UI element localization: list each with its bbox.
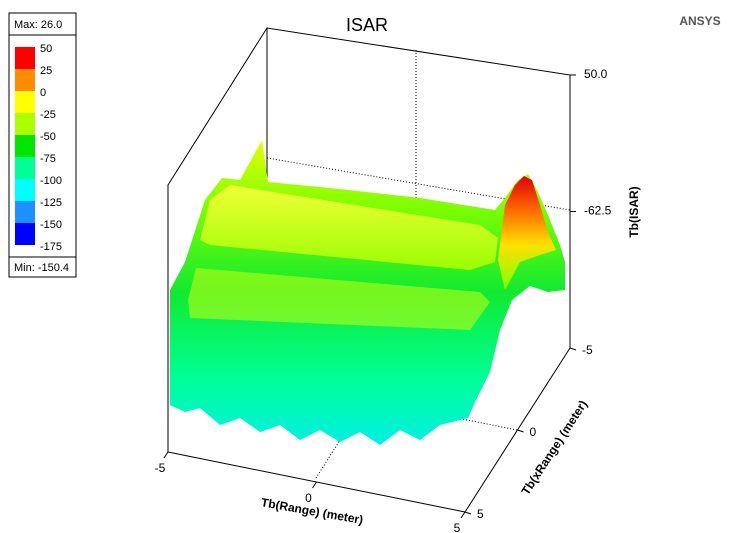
legend-label: -100	[40, 175, 62, 187]
legend-max: Max: 26.0	[14, 19, 62, 31]
surface-peak	[498, 176, 556, 290]
legend-label: -175	[40, 241, 62, 253]
legend-swatch	[15, 91, 35, 113]
grid-line	[266, 379, 518, 431]
surface-ridge	[188, 268, 490, 330]
y-tick	[569, 347, 577, 351]
x-tick	[312, 481, 317, 489]
y-tick-label: 5	[477, 507, 484, 521]
x-tick-label: 0	[305, 491, 312, 505]
chart-title: ISAR	[346, 15, 388, 35]
legend-swatch	[15, 223, 35, 245]
legend-label: 50	[40, 43, 52, 55]
legend-label: -125	[40, 197, 62, 209]
y-tick-label: -5	[582, 343, 593, 357]
legend-swatch	[15, 69, 35, 91]
z-tick-label: 50.0	[584, 67, 608, 81]
surface	[170, 140, 565, 445]
legend-swatch	[15, 179, 35, 201]
legend-swatch	[15, 135, 35, 157]
legend-swatch	[15, 201, 35, 223]
x-tick-label: -5	[155, 461, 166, 475]
legend-label: -75	[40, 153, 56, 165]
x-tick	[163, 451, 169, 459]
legend-label: -50	[40, 131, 56, 143]
y-tick-label: 0	[530, 425, 537, 439]
legend-label: -150	[40, 219, 62, 231]
brand: ANSYS	[679, 14, 720, 28]
x-axis-label: Tb(Range) (meter)	[260, 495, 364, 527]
z-axis-label: Tb(ISAR)	[627, 186, 641, 237]
grid-line	[266, 157, 571, 211]
y-tick	[517, 429, 524, 433]
legend-label: -25	[40, 109, 56, 121]
surface-ridge	[200, 185, 498, 270]
x-tick-label: 5	[454, 521, 461, 533]
legend-min: Min: -150.4	[14, 262, 69, 274]
legend-label: 0	[40, 87, 46, 99]
legend-swatch	[15, 157, 35, 179]
legend-swatch	[15, 47, 35, 69]
y-tick	[464, 511, 472, 515]
z-tick-label: -62.5	[584, 204, 612, 218]
legend-label: 25	[40, 65, 52, 77]
legend-swatch	[15, 113, 35, 135]
x-tick	[460, 511, 466, 519]
